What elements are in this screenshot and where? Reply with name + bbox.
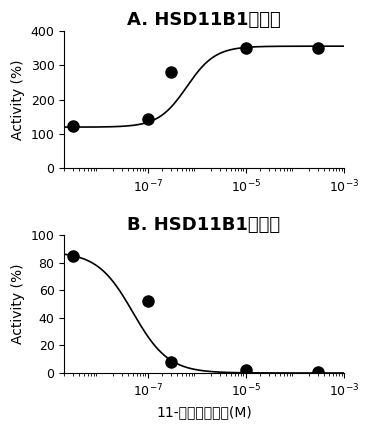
Y-axis label: Activity (%): Activity (%) <box>11 264 25 344</box>
Y-axis label: Activity (%): Activity (%) <box>11 59 25 140</box>
Title: A. HSD11B1氧化酶: A. HSD11B1氧化酶 <box>127 11 281 29</box>
Title: B. HSD11B1还原酶: B. HSD11B1还原酶 <box>127 215 280 233</box>
X-axis label: 11-锐基羊酒浓度(M): 11-锐基羊酒浓度(M) <box>156 405 252 419</box>
